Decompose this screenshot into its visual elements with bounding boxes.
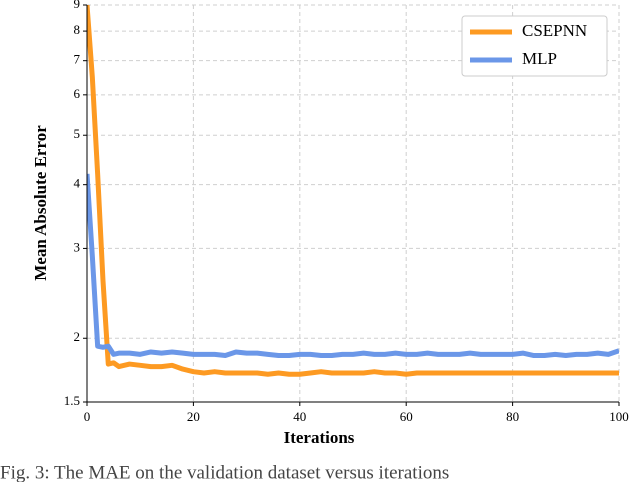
x-tick-label: 80 xyxy=(506,409,519,424)
y-tick-label: 3 xyxy=(74,239,81,254)
y-tick-label: 5 xyxy=(74,126,81,141)
x-tick-label: 60 xyxy=(400,409,413,424)
legend-label: MLP xyxy=(522,49,557,68)
y-tick-label: 2 xyxy=(74,329,81,344)
y-tick-label: 8 xyxy=(74,22,81,37)
y-tick-label: 9 xyxy=(74,0,81,11)
caption: Fig. 3: The MAE on the validation datase… xyxy=(0,462,449,482)
x-tick-label: 20 xyxy=(187,409,200,424)
y-axis-label: Mean Absolute Error xyxy=(31,125,50,281)
x-tick-label: 40 xyxy=(293,409,306,424)
x-tick-label: 0 xyxy=(84,409,91,424)
series-line xyxy=(87,5,619,377)
y-tick-label: 4 xyxy=(74,176,81,191)
x-axis-label: Iterations xyxy=(284,428,355,447)
x-tick-label: 100 xyxy=(609,409,629,424)
y-tick-label: 1.5 xyxy=(64,393,80,408)
y-tick-label: 7 xyxy=(74,52,81,67)
y-tick-label: 6 xyxy=(74,86,81,101)
legend-label: CSEPNN xyxy=(522,21,587,40)
series-line xyxy=(87,173,619,359)
